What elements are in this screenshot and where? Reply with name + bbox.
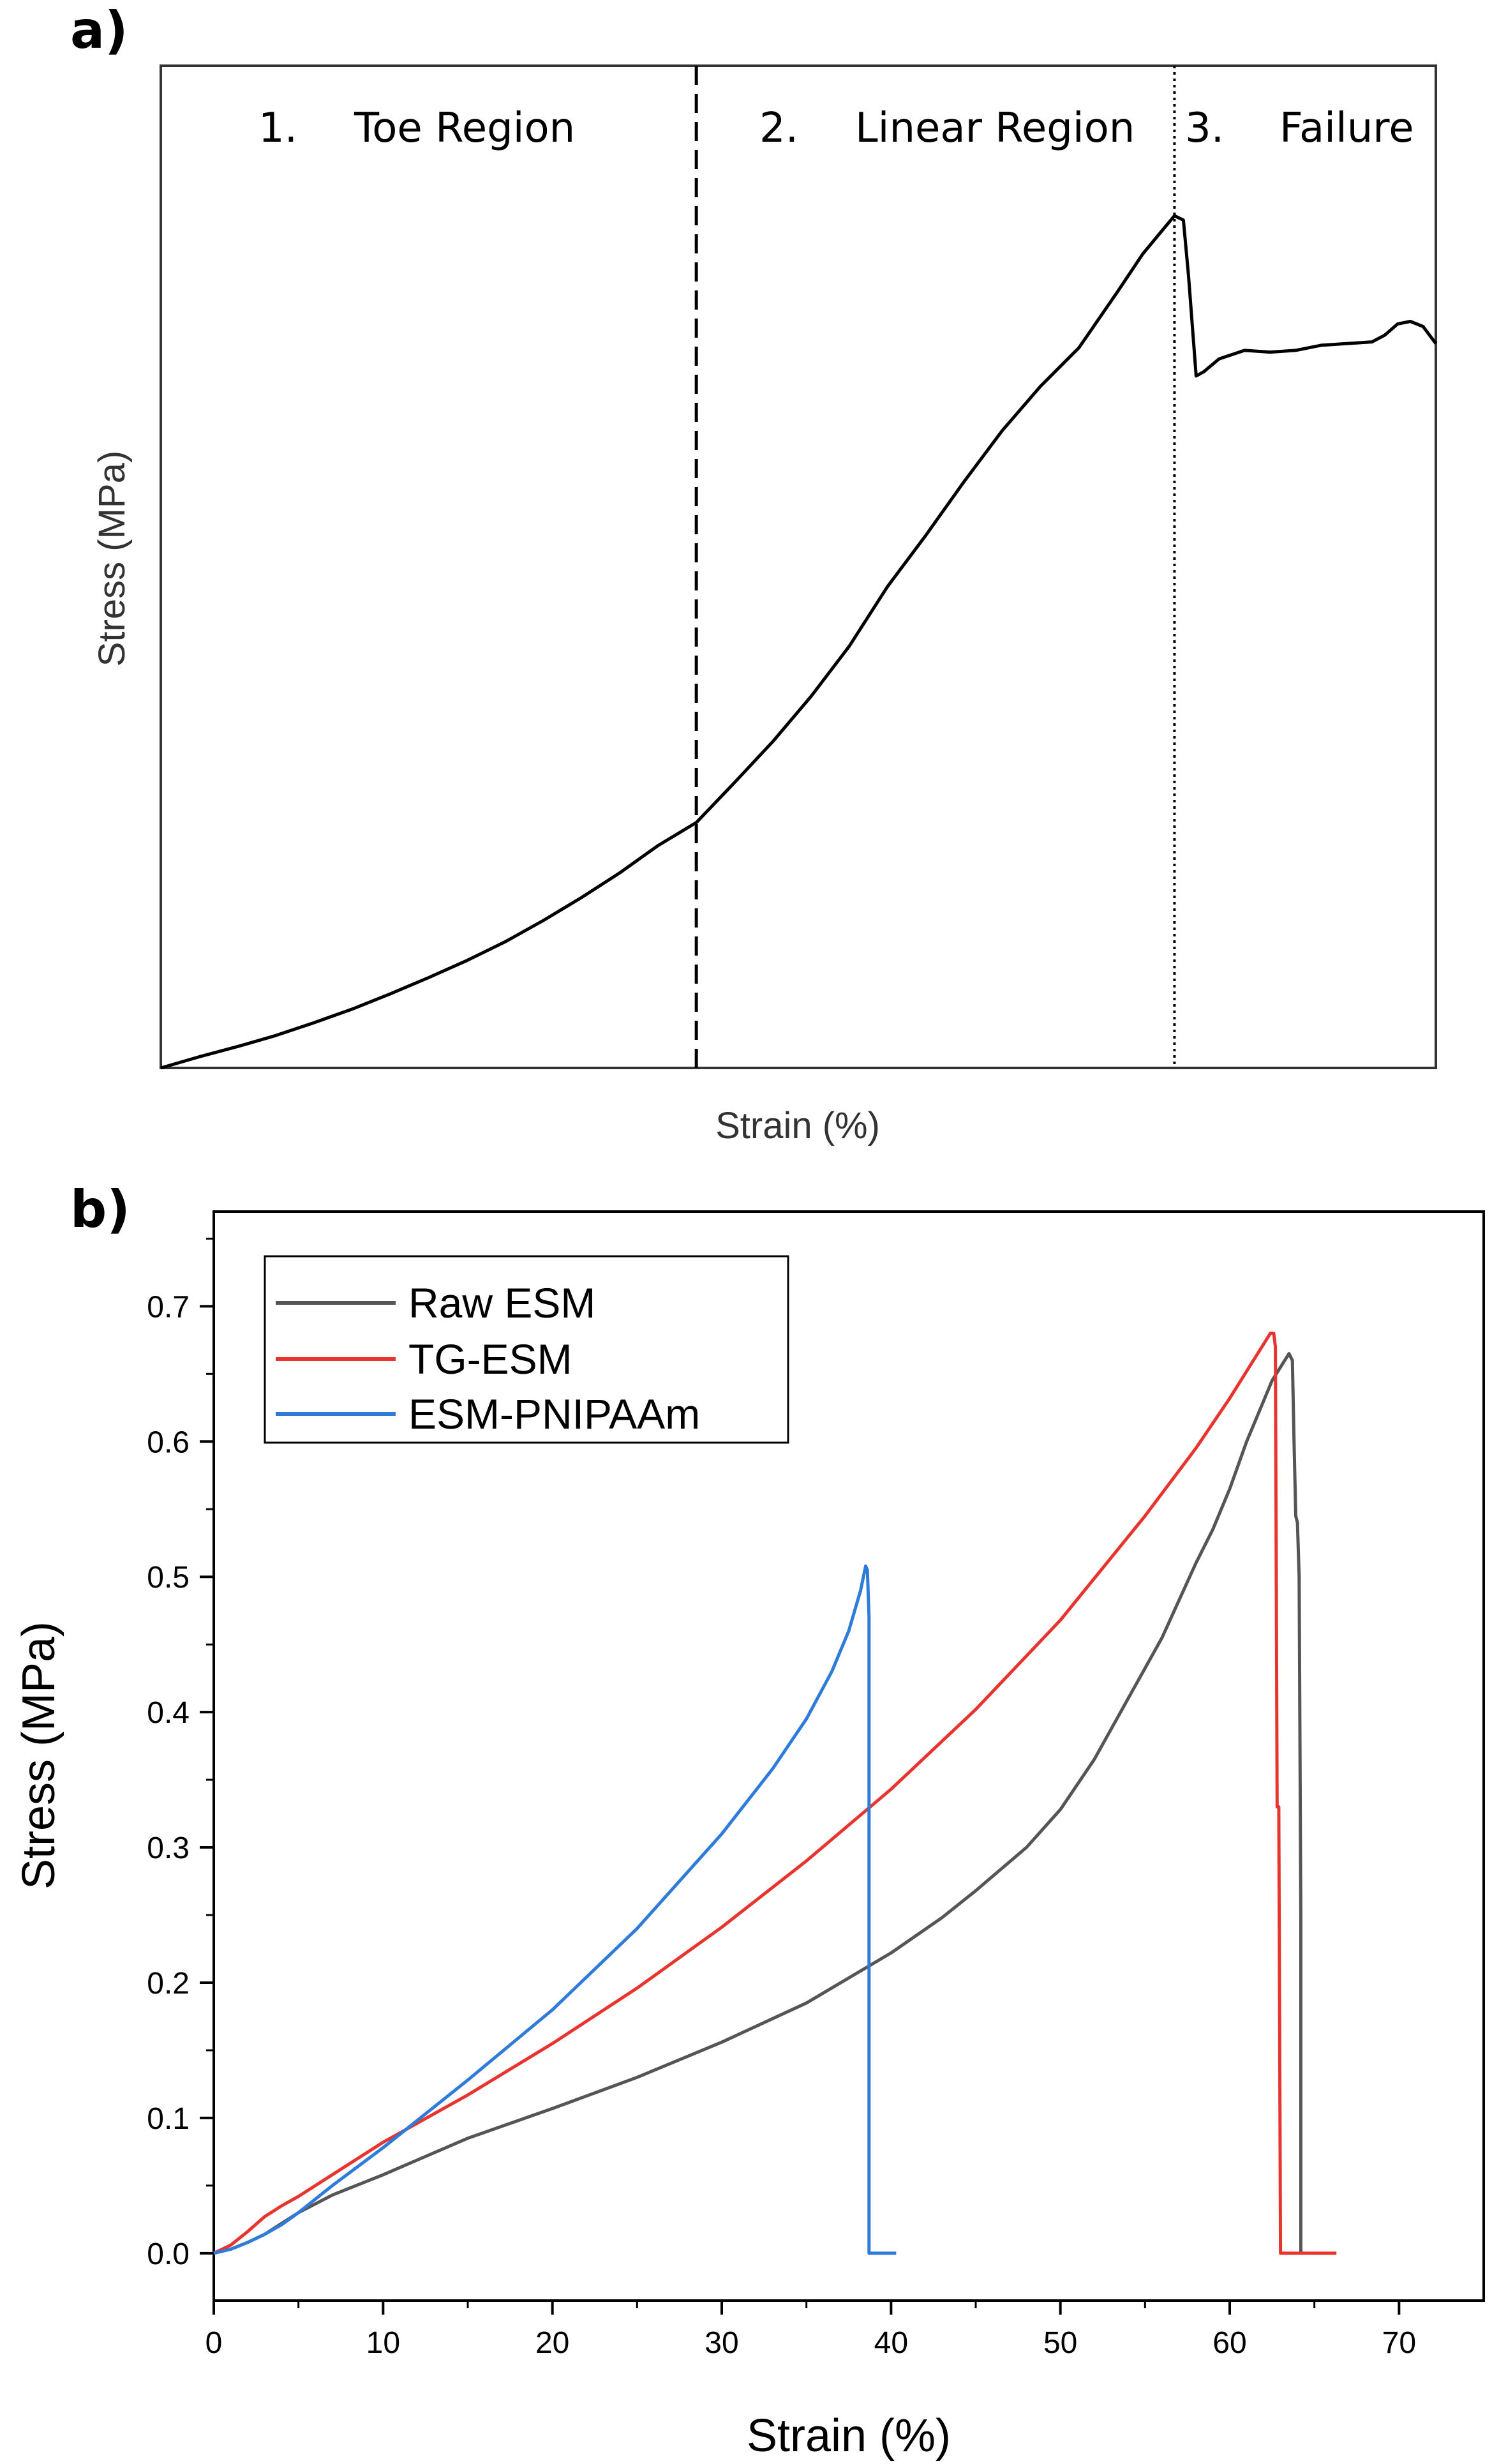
x-tick-label: 70 [1382, 2326, 1416, 2360]
panel-a-x-axis-title: Strain (%) [715, 1105, 880, 1146]
y-tick-label: 0.1 [147, 2102, 190, 2136]
panel-b: b) 0 10 20 30 40 50 60 700.00.10.20.30.40.50.60… [13, 1180, 1485, 2461]
panel-a-plot-frame [160, 64, 1437, 1069]
legend-label-esm-pnipaam: ESM-PNIPAAm [408, 1390, 700, 1438]
x-tick-label: 30 [705, 2326, 738, 2360]
x-tick-label: 50 [1043, 2326, 1077, 2360]
x-tick-label: 0 [205, 2326, 223, 2360]
legend-label-raw-esm: Raw ESM [408, 1279, 595, 1326]
y-tick-label: 0.4 [147, 1696, 190, 1730]
x-tick-label: 10 [366, 2326, 400, 2360]
legend-box [264, 1255, 789, 1444]
panel-b-ticks: 0 10 20 30 40 50 60 70 0.0 0.1 0.2 0.3 0.4 0.5 0.6 0.7 [147, 1237, 1416, 2360]
panel-b-plot-frame [213, 1210, 1485, 2302]
region-2-name: Linear Region [855, 105, 1135, 152]
y-tick-label: 0.7 [147, 1290, 190, 1324]
panel-a-y-axis-title: Stress (MPa) [91, 451, 133, 666]
series-stress-strain-curve [160, 214, 1438, 1070]
region-3-name: Failure [1279, 105, 1414, 152]
y-tick-label: 0.6 [147, 1425, 190, 1459]
y-tick-label: 0.3 [147, 1831, 190, 1865]
x-tick-label: 20 [535, 2326, 569, 2360]
y-tick-label: 0.2 [147, 1967, 190, 2001]
series-raw-esm [213, 1352, 1302, 2255]
y-tick-label: 0.0 [147, 2237, 190, 2271]
region-3-number: 3. [1185, 105, 1224, 152]
y-tick-label: 0.5 [147, 1561, 190, 1595]
series-tg-esm [213, 1332, 1337, 2255]
region-2-number: 2. [759, 105, 798, 152]
panel-a-label: a) [70, 1, 128, 60]
legend: Raw ESM TG-ESM ESM-PNIPAAm [264, 1255, 789, 1444]
panel-b-series-group [213, 1332, 1337, 2255]
series-esm-pnipaam [213, 1564, 897, 2255]
panel-a: a) 1. Toe Region 2. Linear Region 3. Fai… [70, 1, 1438, 1146]
x-tick-label: 60 [1212, 2326, 1246, 2360]
panel-b-x-axis-title: Strain (%) [747, 2410, 951, 2461]
panel-b-y-axis-title: Stress (MPa) [13, 1621, 64, 1889]
legend-label-tg-esm: TG-ESM [408, 1335, 572, 1383]
region-1-number: 1. [258, 105, 297, 152]
panel-b-label: b) [70, 1180, 130, 1239]
region-1-name: Toe Region [354, 105, 575, 152]
x-tick-label: 40 [874, 2326, 908, 2360]
